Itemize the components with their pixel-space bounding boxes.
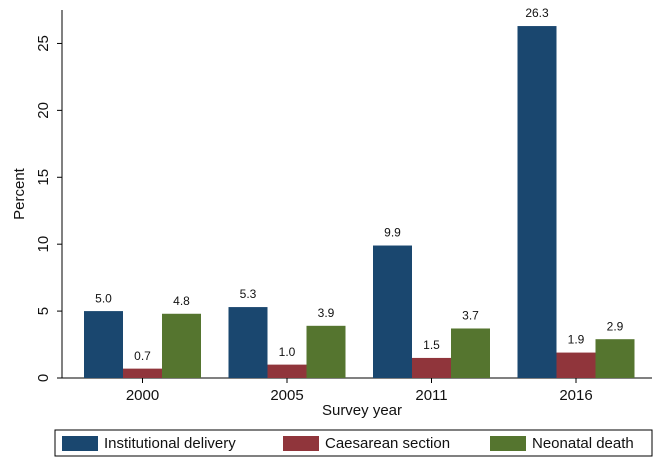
- value-label: 3.7: [462, 309, 479, 323]
- x-tick-label: 2011: [415, 387, 447, 404]
- x-tick-label: 2005: [270, 387, 303, 404]
- legend-label: Neonatal death: [532, 435, 634, 452]
- bar: [123, 368, 162, 378]
- legend-label: Caesarean section: [325, 435, 450, 452]
- y-tick-label: 10: [35, 236, 52, 253]
- y-tick-label: 20: [35, 102, 52, 119]
- legend-label: Institutional delivery: [104, 435, 236, 452]
- bar: [84, 311, 123, 378]
- legend-swatch: [490, 436, 526, 451]
- value-label: 3.9: [318, 306, 335, 320]
- bar: [162, 313, 201, 378]
- y-tick-label: 15: [35, 169, 52, 186]
- x-tick-label: 2016: [559, 387, 592, 404]
- value-label: 5.3: [240, 287, 257, 301]
- y-tick-label: 0: [35, 374, 52, 382]
- bar: [373, 245, 412, 378]
- bar: [306, 325, 346, 378]
- bar: [267, 364, 307, 378]
- x-axis-label: Survey year: [322, 402, 402, 419]
- value-label: 9.9: [384, 226, 401, 240]
- legend-box: [54, 429, 653, 457]
- legend-swatch: [283, 436, 319, 451]
- y-axis-label: Percent: [11, 167, 28, 220]
- bar: [556, 352, 596, 378]
- legend-swatch: [62, 436, 98, 451]
- value-label: 4.8: [173, 294, 190, 308]
- value-label: 1.5: [423, 338, 440, 352]
- bar: [412, 357, 451, 378]
- y-tick-label: 5: [35, 307, 52, 315]
- bar: [517, 26, 557, 379]
- bar: [595, 339, 635, 378]
- y-tick-label: 25: [35, 35, 52, 52]
- value-label: 26.3: [525, 6, 549, 20]
- bar: [228, 307, 268, 378]
- bar: [451, 328, 490, 378]
- value-label: 0.7: [134, 349, 151, 363]
- value-label: 1.9: [568, 333, 585, 347]
- value-label: 1.0: [279, 345, 296, 359]
- x-tick-label: 2000: [126, 387, 159, 404]
- value-label: 5.0: [95, 291, 112, 305]
- value-label: 2.9: [607, 319, 624, 333]
